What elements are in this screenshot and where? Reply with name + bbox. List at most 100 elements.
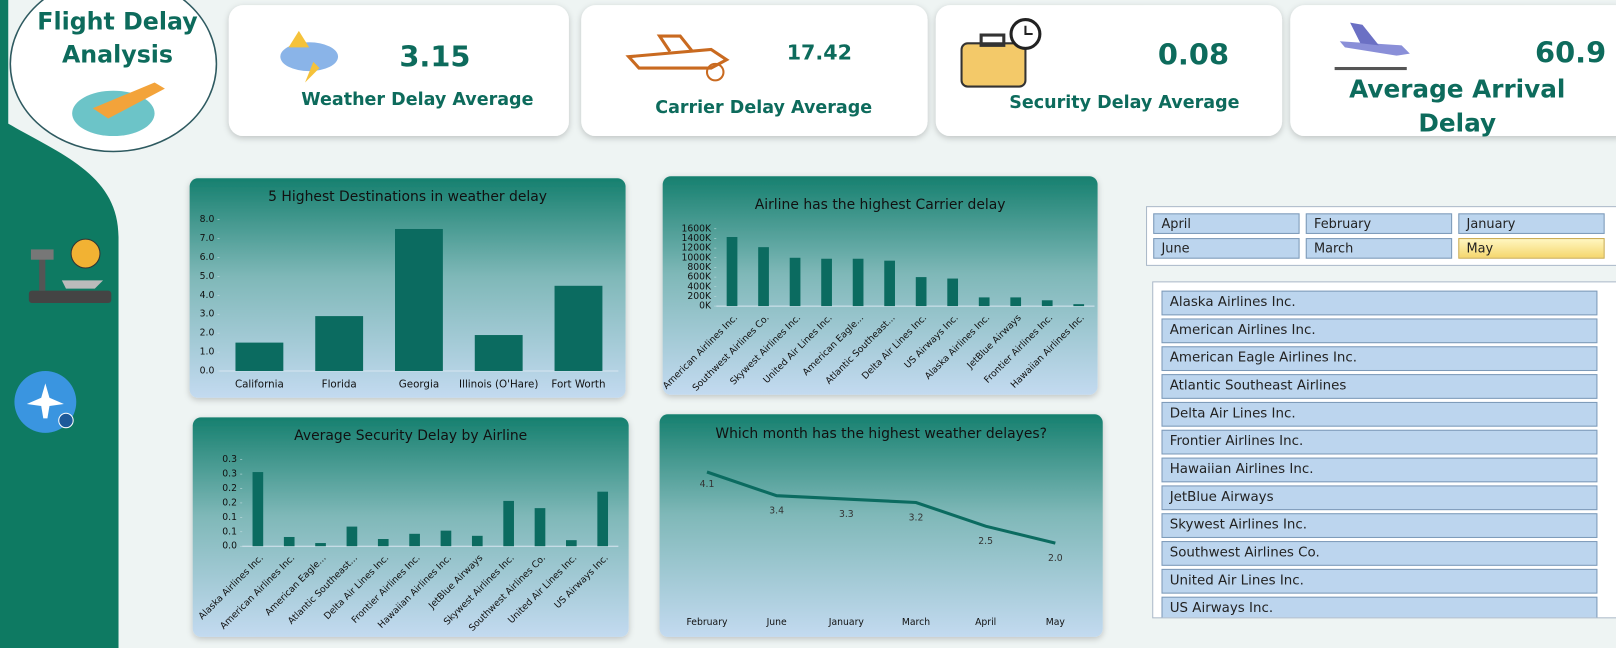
airline-button[interactable]: United Air Lines Inc. bbox=[1161, 568, 1598, 594]
icon-part bbox=[1350, 22, 1379, 46]
y-tick-label: 0.0 bbox=[222, 541, 237, 552]
airline-button[interactable]: Atlantic Southeast Airlines bbox=[1161, 374, 1598, 399]
y-tick-label: 0.3 bbox=[222, 454, 237, 465]
x-tick-label: May bbox=[1046, 617, 1066, 628]
kpi-value: 0.08 bbox=[1158, 38, 1229, 72]
bar bbox=[440, 530, 452, 547]
icon-part bbox=[656, 34, 694, 53]
month-button[interactable]: May bbox=[1458, 238, 1605, 259]
y-tick-label: 0K bbox=[699, 301, 712, 312]
data-label: 2.5 bbox=[978, 536, 993, 547]
bar bbox=[315, 543, 326, 547]
y-tick-label: 2.0 bbox=[200, 328, 215, 339]
bar bbox=[283, 536, 295, 547]
x-tick-label: Georgia bbox=[399, 378, 439, 390]
bar bbox=[252, 472, 264, 547]
month-button[interactable]: January bbox=[1458, 213, 1605, 234]
airline-button[interactable]: US Airways Inc. bbox=[1161, 596, 1598, 618]
line bbox=[706, 470, 1056, 545]
bar bbox=[1010, 297, 1022, 307]
month-button[interactable]: April bbox=[1153, 213, 1300, 234]
x-tick-label: April bbox=[975, 617, 996, 628]
bar bbox=[821, 258, 832, 307]
x-tick-label: California bbox=[235, 378, 284, 390]
airline-button[interactable]: Frontier Airlines Inc. bbox=[1161, 429, 1598, 455]
y-tick-label: 0.2 bbox=[222, 497, 237, 508]
icon-part bbox=[280, 42, 339, 72]
y-tick-label: 7.0 bbox=[200, 233, 215, 244]
y-tick-label: 4.0 bbox=[200, 290, 215, 301]
bar bbox=[978, 297, 990, 307]
y-tick-label: 1.0 bbox=[200, 347, 215, 358]
y-tick-label: 0.1 bbox=[222, 526, 237, 537]
y-tick-label: 1200K bbox=[681, 243, 712, 254]
chart-card bbox=[662, 176, 1098, 395]
airline-button[interactable]: Southwest Airlines Co. bbox=[1161, 541, 1598, 566]
bar bbox=[554, 285, 603, 372]
month-button[interactable]: June bbox=[1153, 238, 1300, 259]
kpi-value: 60.9 bbox=[1535, 36, 1606, 70]
airline-button[interactable]: Delta Air Lines Inc. bbox=[1161, 401, 1598, 427]
bar bbox=[1073, 304, 1085, 307]
x-tick-label: Fort Worth bbox=[551, 378, 605, 390]
x-tick-label: Illinois (O'Hare) bbox=[459, 378, 538, 390]
kpi-label: Carrier Delay Average bbox=[655, 98, 872, 118]
month-button[interactable]: March bbox=[1305, 238, 1453, 259]
airline-button[interactable]: Skywest Airlines Inc. bbox=[1161, 513, 1598, 538]
chart-title: Which month has the highest weather dela… bbox=[715, 426, 1047, 442]
bar bbox=[409, 533, 420, 547]
bar bbox=[947, 278, 959, 307]
airline-button[interactable]: Alaska Airlines Inc. bbox=[1161, 290, 1598, 316]
month-button[interactable]: February bbox=[1305, 213, 1453, 234]
logo-circle bbox=[9, 0, 218, 153]
icon-part bbox=[1334, 66, 1407, 71]
y-tick-label: 200K bbox=[687, 291, 712, 302]
chart-title: Airline has the highest Carrier delay bbox=[755, 197, 1006, 213]
bar bbox=[315, 316, 364, 372]
airline-button[interactable]: JetBlue Airways bbox=[1161, 485, 1598, 511]
sidebar bbox=[0, 0, 119, 648]
plane-icon[interactable] bbox=[14, 371, 77, 433]
kpi-value: 3.15 bbox=[399, 40, 470, 74]
bar bbox=[474, 335, 523, 372]
kpi-icon bbox=[1334, 22, 1410, 71]
data-label: 3.3 bbox=[839, 509, 854, 520]
bar bbox=[758, 247, 769, 307]
airline-button[interactable]: Hawaiian Airlines Inc. bbox=[1161, 457, 1598, 483]
kpi-icon bbox=[625, 34, 730, 82]
y-tick-label: 600K bbox=[687, 272, 712, 283]
icon-part bbox=[705, 62, 725, 82]
bar bbox=[471, 535, 483, 547]
x-tick-label: June bbox=[766, 617, 787, 628]
bar bbox=[235, 342, 284, 372]
logo-icon bbox=[72, 82, 165, 137]
y-tick-label: 3.0 bbox=[200, 309, 215, 320]
y-tick-label: 0.0 bbox=[200, 366, 215, 377]
airline-button[interactable]: American Airlines Inc. bbox=[1161, 318, 1598, 344]
kpi-icon bbox=[960, 18, 1042, 88]
bar bbox=[597, 491, 609, 547]
bar bbox=[915, 277, 927, 307]
data-label: 3.2 bbox=[909, 512, 924, 523]
chart-card bbox=[192, 417, 629, 637]
y-tick-label: 0.3 bbox=[222, 469, 237, 480]
airline-button[interactable]: American Eagle Airlines Inc. bbox=[1161, 346, 1598, 372]
data-label: 2.0 bbox=[1048, 553, 1063, 564]
x-tick-label: January bbox=[828, 617, 865, 628]
bar bbox=[726, 237, 738, 307]
bar bbox=[566, 540, 577, 547]
data-label: 4.1 bbox=[700, 479, 715, 490]
bar bbox=[395, 228, 443, 372]
y-tick-label: 8.0 bbox=[200, 214, 215, 225]
icon-part bbox=[960, 42, 1027, 88]
y-tick-label: 1600K bbox=[681, 223, 712, 234]
kpi-value: 17.42 bbox=[787, 41, 852, 65]
bar bbox=[377, 539, 389, 547]
bar bbox=[346, 526, 358, 547]
kpi-label: Average Arrival Delay bbox=[1349, 75, 1565, 138]
icon-part bbox=[979, 33, 1006, 47]
x-tick-label: February bbox=[686, 617, 728, 628]
chart-title: Average Security Delay by Airline bbox=[294, 428, 527, 444]
